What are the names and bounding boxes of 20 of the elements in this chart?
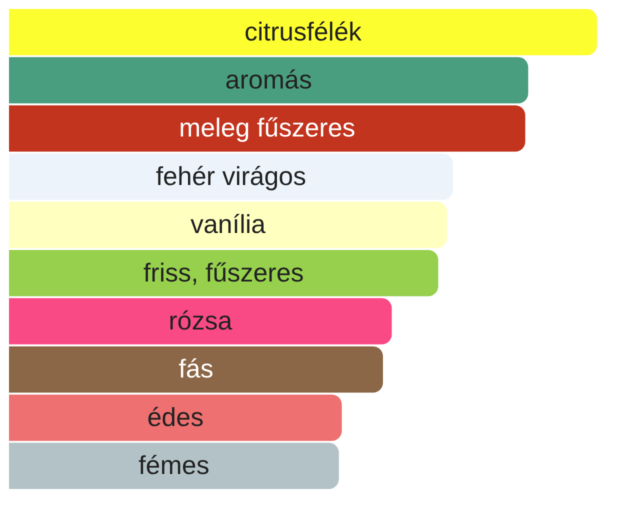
y-tick-label: citrusfélék — [244, 16, 363, 46]
y-tick-label: rózsa — [168, 305, 233, 336]
bar — [9, 8, 597, 56]
bar — [9, 442, 339, 490]
bar — [9, 202, 448, 248]
bar — [9, 394, 342, 441]
y-tick-label: édes — [147, 402, 204, 432]
y-tick-label: fás — [178, 354, 214, 384]
bar — [9, 57, 528, 104]
y-tick-label: aromás — [225, 64, 312, 94]
y-tick-label: fehér virágos — [156, 160, 306, 191]
y-tick-label: fémes — [138, 450, 210, 480]
bar — [9, 154, 453, 200]
y-tick-label: vanília — [190, 209, 266, 240]
y-tick-label: friss, fűszeres — [143, 257, 304, 288]
bar — [9, 105, 526, 152]
bar — [9, 250, 438, 296]
y-tick-label: meleg fűszeres — [178, 112, 356, 143]
bar — [9, 346, 383, 393]
bar — [9, 298, 392, 344]
